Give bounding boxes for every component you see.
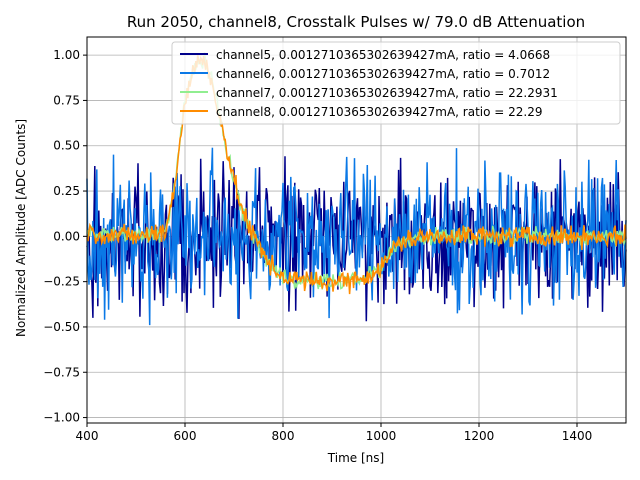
y-tick-label: 0.50	[53, 139, 80, 153]
x-tick-label: 1200	[464, 429, 495, 443]
x-ticks: 400 600 800 1000 1200 1400	[76, 423, 593, 443]
x-tick-label: 400	[76, 429, 99, 443]
x-tick-label: 600	[174, 429, 197, 443]
y-ticks: −1.00 −0.75 −0.50 −0.25 0.00 0.25 0.50 0.75 1.00	[43, 48, 87, 425]
y-tick-label: 0.75	[53, 93, 80, 107]
y-tick-label: 0.25	[53, 184, 80, 198]
x-tick-label: 1400	[562, 429, 593, 443]
legend: channel5, 0.001271036530263942​7mA, rati…	[171, 41, 621, 125]
y-tick-label: −0.25	[43, 275, 80, 289]
y-axis-label: Normalized Amplitude [ADC Counts]	[14, 119, 28, 337]
y-tick-label: 0.00	[53, 229, 80, 243]
series-line-2	[86, 147, 627, 326]
legend-label: channel5, 0.001271036530263942​7mA, rati…	[216, 48, 550, 62]
x-axis-label: Time [ns]	[327, 451, 384, 465]
x-tick-label: 800	[272, 429, 295, 443]
y-tick-label: −0.50	[43, 320, 80, 334]
axes-frame	[86, 36, 627, 424]
chart-title: Run 2050, channel8, Crosstalk Pulses w/ …	[127, 13, 585, 31]
y-tick-label: 1.00	[53, 48, 80, 62]
legend-label: channel8, 0.001271036530263942​7mA, rati…	[216, 105, 543, 119]
legend-label: channel7, 0.001271036530263942​7mA, rati…	[216, 86, 558, 100]
legend-label: channel6, 0.001271036530263942​7mA, rati…	[216, 67, 550, 81]
y-tick-label: −1.00	[43, 411, 80, 425]
series-group	[86, 52, 627, 326]
x-tick-label: 1000	[366, 429, 397, 443]
legend-box	[171, 41, 621, 125]
y-tick-label: −0.75	[43, 365, 80, 379]
series-line-4	[86, 54, 627, 295]
